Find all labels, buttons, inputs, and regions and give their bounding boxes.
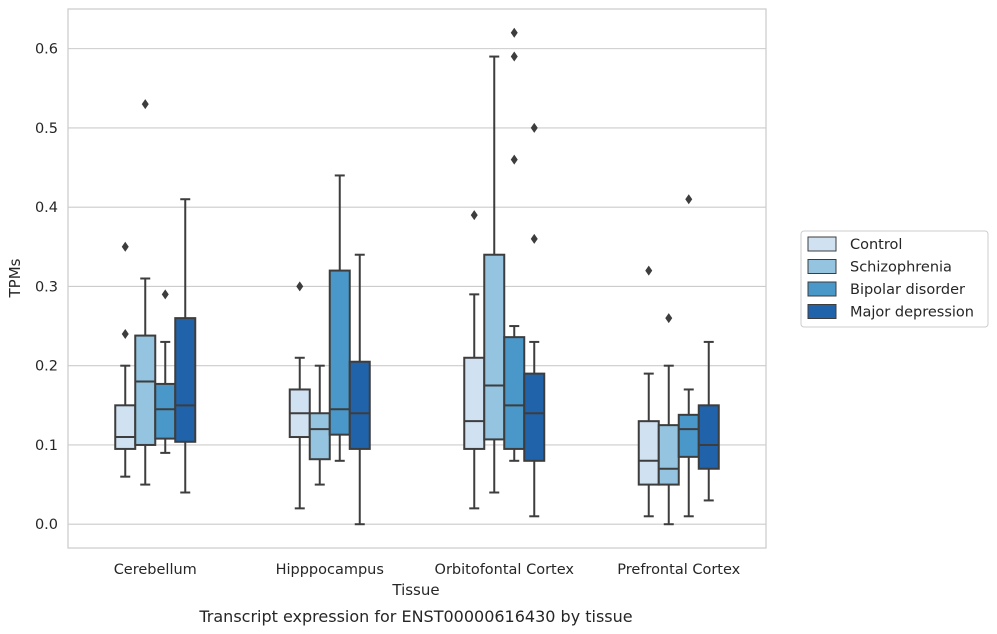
box-body	[308, 412, 331, 461]
legend-frame	[800, 230, 989, 328]
box-2-3	[523, 122, 546, 518]
box-body	[463, 356, 486, 450]
y-tick-label: 0.3	[35, 279, 58, 295]
y-tick-label: 0.4	[35, 200, 58, 216]
legend-label: Schizophrenia	[850, 260, 952, 276]
box-1-1	[308, 364, 331, 486]
box-3-3	[697, 340, 720, 502]
box-0-0	[114, 241, 137, 478]
box-body	[483, 253, 506, 441]
box-3-2	[677, 194, 700, 518]
legend-label: Bipolar disorder	[850, 282, 965, 298]
legend-label: Major depression	[850, 305, 974, 321]
legend-swatch	[807, 304, 837, 319]
y-tick-label: 0.2	[35, 359, 58, 375]
box-2-0	[463, 210, 486, 510]
y-tick-label: 0.5	[35, 121, 58, 137]
y-tick-label: 0.1	[35, 438, 58, 454]
legend-swatch	[807, 236, 837, 252]
x-tick-label: Hipppocampus	[276, 562, 384, 578]
outlier-point	[121, 241, 129, 252]
y-tick-label: 0.6	[35, 42, 58, 58]
box-3-1	[657, 313, 680, 526]
plot-frame	[67, 8, 767, 549]
x-axis-title: Tissue	[391, 581, 439, 599]
box-0-3	[174, 198, 197, 494]
x-tick-label: Cerebellum	[114, 562, 197, 578]
box-body	[154, 382, 177, 440]
box-1-0	[288, 281, 311, 510]
outlier-point	[510, 154, 518, 165]
outlier-point	[510, 51, 518, 62]
x-tick-labels: Cerebellum Hipppocampus Orbitofontal Corte…	[114, 562, 741, 578]
box-body	[523, 372, 546, 462]
box-groups	[114, 27, 720, 526]
box-2-2	[503, 27, 526, 462]
box-body	[174, 317, 197, 443]
legend-swatch	[807, 259, 837, 274]
box-0-2	[154, 289, 177, 454]
outlier-point	[645, 265, 653, 276]
box-body	[134, 334, 157, 446]
figure-caption: Transcript expression for ENST0000061643…	[198, 607, 632, 626]
outlier-point	[141, 99, 149, 110]
outlier-point	[530, 122, 538, 133]
outlier-point	[470, 210, 478, 221]
outlier-point	[665, 313, 673, 324]
outlier-point	[530, 233, 538, 244]
box-2-1	[483, 55, 506, 494]
box-0-1	[134, 99, 157, 486]
x-tick-label: Orbitofontal Cortex	[435, 562, 575, 578]
outlier-point	[685, 194, 693, 205]
box-body	[657, 424, 680, 486]
box-body	[503, 336, 526, 450]
box-body	[697, 404, 720, 470]
outlier-point	[121, 328, 129, 339]
y-tick-label: 0.0	[35, 517, 58, 533]
y-tick-labels: 0.0 0.1 0.2 0.3 0.4 0.5 0.6	[35, 42, 58, 534]
box-body	[637, 420, 660, 486]
outlier-point	[161, 289, 169, 300]
box-1-2	[328, 174, 351, 462]
box-body	[328, 269, 351, 436]
legend-label: Control	[850, 237, 902, 253]
y-axis-title: TPMs	[6, 258, 24, 298]
legend: Control Schizophrenia Bipolar disorder Majo…	[800, 230, 989, 328]
outlier-point	[296, 281, 304, 292]
outlier-point	[510, 27, 518, 38]
box-body	[677, 413, 700, 458]
legend-swatch	[807, 281, 837, 297]
box-body	[348, 360, 371, 450]
box-1-3	[348, 253, 371, 526]
box-3-0	[637, 265, 660, 518]
box-body	[114, 404, 137, 450]
x-tick-label: Prefrontal Cortex	[617, 562, 740, 578]
